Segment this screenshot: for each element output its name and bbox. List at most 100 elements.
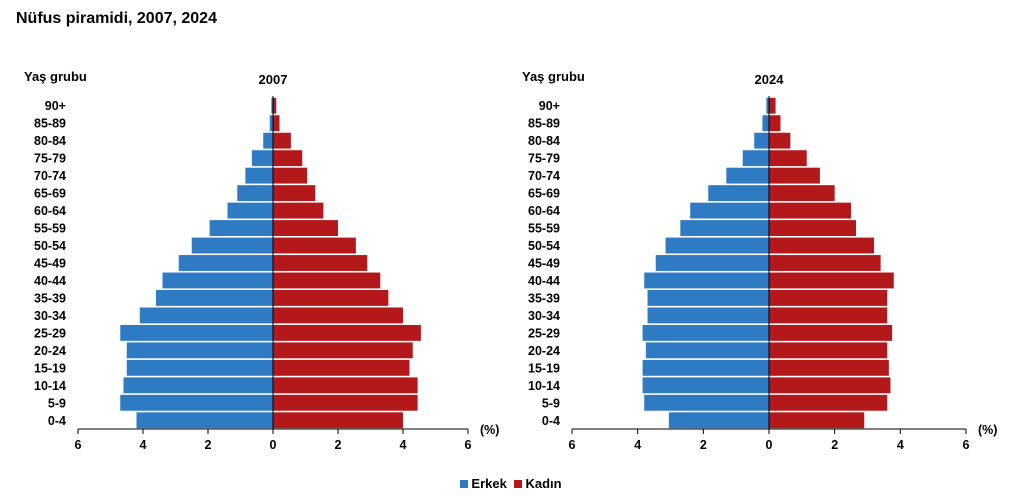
- legend-label-male: Erkek: [471, 476, 507, 491]
- y-tick-label-2007-55-59: 55-59: [34, 222, 66, 236]
- x-tick-label-2024-0: 6: [569, 438, 576, 452]
- x-tick-label-2007-5: 4: [400, 438, 407, 452]
- x-tick-label-2024-1: 4: [634, 438, 641, 452]
- y-tick-label-2024-40-44: 40-44: [528, 274, 560, 288]
- bar-female-2007-75-79: [273, 150, 303, 167]
- bar-female-2007-25-29: [273, 324, 421, 341]
- bar-female-2007-35-39: [273, 290, 389, 306]
- y-tick-label-2007-5-9: 5-9: [48, 396, 66, 410]
- bar-female-2024-40-44: [769, 272, 894, 289]
- bar-male-2007-60-64: [227, 202, 273, 219]
- bar-male-2024-0-4: [668, 412, 769, 429]
- x-tick-label-2007-1: 4: [140, 438, 147, 452]
- bar-male-2007-70-74: [245, 167, 273, 184]
- bar-male-2024-25-29: [642, 324, 769, 341]
- bar-male-2024-15-19: [642, 359, 769, 376]
- bar-male-2007-45-49: [178, 255, 273, 271]
- bar-female-2024-75-79: [769, 150, 807, 167]
- y-tick-label-2007-90+: 90+: [45, 99, 66, 113]
- bar-female-2024-85-89: [769, 115, 781, 132]
- y-tick-label-2024-90+: 90+: [539, 99, 560, 113]
- bar-female-2024-70-74: [769, 167, 820, 184]
- y-tick-label-2007-60-64: 60-64: [34, 204, 66, 218]
- bar-male-2024-60-64: [690, 202, 769, 219]
- chart-title-2007: 2007: [259, 72, 288, 87]
- bar-female-2007-30-34: [273, 307, 403, 324]
- bar-female-2007-20-24: [273, 342, 413, 359]
- bar-male-2007-75-79: [251, 150, 273, 167]
- bar-female-2007-70-74: [273, 167, 308, 184]
- y-tick-label-2024-70-74: 70-74: [528, 169, 560, 183]
- bar-female-2024-50-54: [769, 237, 875, 254]
- bar-male-2024-85-89: [762, 115, 769, 132]
- bar-male-2024-5-9: [644, 394, 769, 411]
- y-tick-label-2007-45-49: 45-49: [34, 257, 66, 271]
- bar-male-2007-65-69: [237, 185, 273, 202]
- bar-male-2007-80-84: [263, 132, 273, 149]
- y-tick-label-2007-10-14: 10-14: [34, 379, 66, 393]
- bar-female-2007-55-59: [273, 220, 338, 236]
- bar-female-2024-60-64: [769, 202, 852, 219]
- y-tick-label-2007-20-24: 20-24: [34, 344, 66, 358]
- bar-female-2024-35-39: [769, 290, 888, 306]
- bar-female-2024-0-4: [769, 412, 865, 429]
- bar-male-2024-90+: [766, 97, 769, 114]
- bar-female-2007-40-44: [273, 272, 381, 289]
- y-tick-label-2007-15-19: 15-19: [34, 361, 66, 375]
- y-tick-label-2024-75-79: 75-79: [528, 152, 560, 166]
- bar-male-2007-90+: [271, 97, 273, 114]
- y-tick-label-2007-30-34: 30-34: [34, 309, 66, 323]
- y-tick-label-2024-5-9: 5-9: [542, 396, 560, 410]
- legend-item-male: Erkek: [460, 476, 507, 491]
- x-tick-label-2024-2: 2: [700, 438, 707, 452]
- bar-male-2024-45-49: [655, 255, 769, 271]
- y-axis-title-2024: Yaş grubu: [522, 69, 585, 84]
- bar-female-2024-80-84: [769, 132, 791, 149]
- y-axis-title-2007: Yaş grubu: [24, 69, 87, 84]
- bar-male-2007-85-89: [269, 115, 273, 132]
- y-tick-label-2024-50-54: 50-54: [528, 239, 560, 253]
- y-tick-label-2007-40-44: 40-44: [34, 274, 66, 288]
- bar-male-2024-80-84: [754, 132, 769, 149]
- bar-female-2024-20-24: [769, 342, 888, 359]
- x-tick-label-2024-5: 4: [897, 438, 904, 452]
- bar-male-2024-10-14: [642, 377, 769, 394]
- y-tick-label-2024-20-24: 20-24: [528, 344, 560, 358]
- bar-male-2007-10-14: [123, 377, 273, 394]
- bar-female-2007-50-54: [273, 237, 356, 254]
- x-tick-label-2024-6: 6: [963, 438, 970, 452]
- bar-female-2007-85-89: [273, 115, 280, 132]
- x-tick-label-2007-3: 0: [270, 438, 277, 452]
- y-tick-label-2024-30-34: 30-34: [528, 309, 560, 323]
- y-tick-label-2024-55-59: 55-59: [528, 222, 560, 236]
- x-tick-label-2007-2: 2: [205, 438, 212, 452]
- bar-female-2024-55-59: [769, 220, 857, 236]
- bar-male-2024-30-34: [647, 307, 769, 324]
- bar-female-2007-80-84: [273, 132, 291, 149]
- bar-male-2007-30-34: [139, 307, 273, 324]
- bar-female-2024-30-34: [769, 307, 888, 324]
- y-tick-label-2024-15-19: 15-19: [528, 361, 560, 375]
- bar-male-2007-40-44: [162, 272, 273, 289]
- x-tick-label-2024-3: 0: [766, 438, 773, 452]
- bar-female-2024-90+: [769, 97, 776, 114]
- y-tick-label-2024-25-29: 25-29: [528, 326, 560, 340]
- bar-female-2024-10-14: [769, 377, 891, 394]
- bar-male-2024-55-59: [680, 220, 769, 236]
- bar-female-2024-65-69: [769, 185, 835, 202]
- bar-male-2024-40-44: [644, 272, 769, 289]
- bar-female-2024-25-29: [769, 324, 893, 341]
- y-tick-label-2024-35-39: 35-39: [528, 291, 560, 305]
- y-tick-label-2007-0-4: 0-4: [48, 414, 66, 428]
- legend-swatch-female: [514, 479, 523, 488]
- bar-female-2007-45-49: [273, 255, 368, 271]
- x-axis-unit-2007: (%): [480, 423, 499, 437]
- bar-female-2007-10-14: [273, 377, 418, 394]
- bar-female-2024-45-49: [769, 255, 881, 271]
- bar-female-2024-5-9: [769, 394, 888, 411]
- bar-male-2024-65-69: [708, 185, 769, 202]
- y-tick-label-2024-80-84: 80-84: [528, 134, 560, 148]
- legend-swatch-male: [460, 479, 469, 488]
- bar-female-2024-15-19: [769, 359, 889, 376]
- bar-female-2007-65-69: [273, 185, 316, 202]
